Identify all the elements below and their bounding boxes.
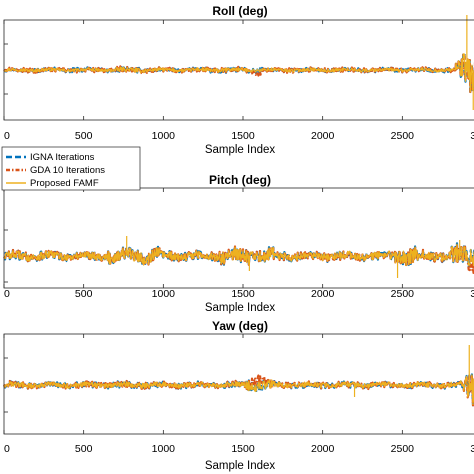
roll-series (3, 15, 474, 110)
x-tick-label: 1000 (152, 130, 176, 142)
x-tick-label: 3000 (470, 288, 474, 300)
pitch-ticks: 0 500 1000 1500 2000 2500 3000 (3, 188, 474, 300)
pitch-series (3, 236, 474, 278)
yaw-title: Yaw (deg) (212, 319, 268, 333)
x-tick-label: 1000 (152, 288, 176, 300)
pitch-xlabel: Sample Index (205, 302, 276, 314)
yaw-ticks: 0 500 1000 1500 2000 2500 3000 (3, 334, 474, 455)
x-tick-label: 2500 (391, 288, 415, 300)
legend-label-gda: GDA 10 Iterations (30, 165, 105, 176)
yaw-series (2, 345, 474, 407)
yaw-panel: Yaw (deg) 0 500 1000 1500 2000 2500 3000 Sampl… (2, 319, 474, 472)
pitch-series-line-famf (3, 243, 474, 267)
x-tick-label: 3000 (470, 130, 474, 142)
legend-label-igna: IGNA Iterations (30, 152, 95, 163)
yaw-xlabel: Sample Index (205, 460, 276, 472)
x-tick-label: 2000 (311, 288, 335, 300)
x-tick-label: 1500 (231, 443, 255, 455)
x-tick-label: 0 (4, 130, 10, 142)
yaw-series-line-famf (3, 374, 474, 406)
x-tick-label: 0 (4, 288, 10, 300)
x-tick-label: 2000 (311, 130, 335, 142)
x-tick-label: 1500 (231, 130, 255, 142)
x-tick-label: 1000 (152, 443, 176, 455)
legend-label-famf: Proposed FAMF (30, 178, 99, 189)
roll-series-line-famf (3, 53, 474, 93)
roll-panel: Roll (deg) 0 500 1000 1500 2000 2500 3000 Samp… (3, 4, 474, 156)
x-tick-label: 2000 (311, 443, 335, 455)
x-tick-label: 0 (4, 443, 10, 455)
x-tick-label: 500 (75, 443, 93, 455)
roll-title: Roll (deg) (212, 4, 267, 18)
x-tick-label: 2500 (391, 443, 415, 455)
roll-xlabel: Sample Index (205, 144, 276, 156)
x-tick-label: 500 (75, 130, 93, 142)
legend: IGNA Iterations GDA 10 Iterations Propos… (1, 146, 141, 191)
roll-ticks: 0 500 1000 1500 2000 2500 3000 (3, 20, 474, 142)
x-tick-label: 3000 (470, 443, 474, 455)
x-tick-label: 500 (75, 288, 93, 300)
pitch-title: Pitch (deg) (209, 173, 271, 187)
pitch-panel: Pitch (deg) 0 500 1000 1500 2000 2500 3000 Sam… (3, 173, 474, 314)
x-tick-label: 1500 (231, 288, 255, 300)
x-tick-label: 2500 (391, 130, 415, 142)
